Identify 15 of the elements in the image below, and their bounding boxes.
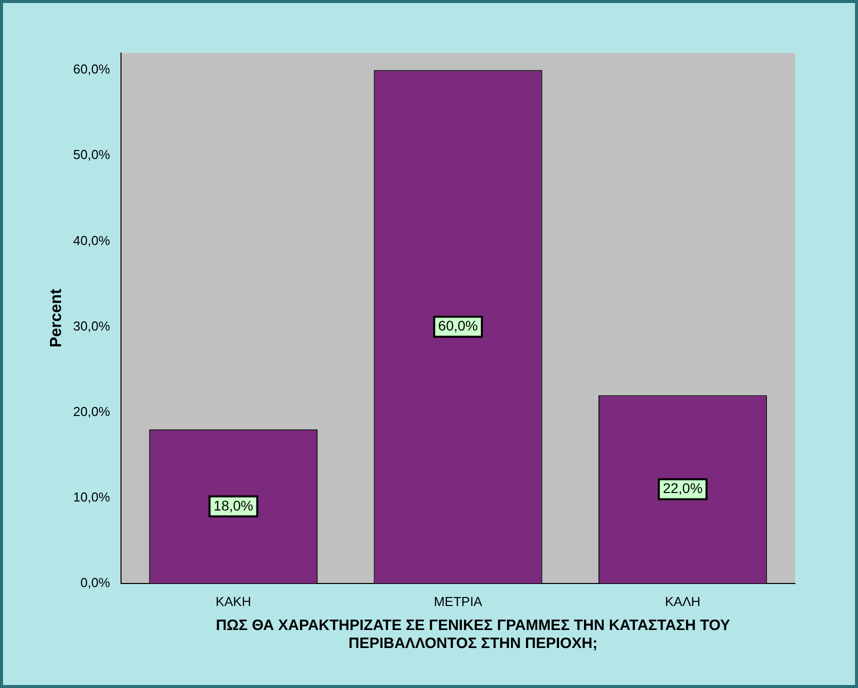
x-tick-label: ΚΑΚΗ (216, 594, 252, 609)
y-tick-label: 40,0% (73, 232, 110, 248)
data-label: 60,0% (438, 318, 478, 334)
y-tick-label: 20,0% (73, 404, 110, 419)
x-tick-label: ΜΕΤΡΙΑ (434, 594, 483, 609)
y-tick-label: 50,0% (73, 147, 110, 162)
y-tick-label: 0,0% (80, 574, 110, 590)
data-label: 18,0% (214, 497, 254, 514)
x-tick-label: ΚΑΛΗ (664, 594, 700, 609)
data-label: 22,0% (662, 480, 703, 496)
x-axis-title: ΠΩΣ ΘΑ ΧΑΡΑΚΤΗΡΙΖΑΤΕ ΣΕ ΓΕΝΙΚΕΣ ΓΡΑΜΜΕΣ ΤΗΝ ΚΑΤΑΣΤΑΣΗ ΤΟΥ ΠΕΡΙΒΑΛΛΟΝΤΟΣ ΣΤΗΝ ΠΕΡΙΟΧΗ; (214, 617, 732, 653)
y-tick-label: 10,0% (73, 489, 110, 504)
y-tick-label: 60,0% (73, 62, 110, 77)
y-axis-title: Percent (48, 288, 66, 348)
y-tick-label: 30,0% (73, 318, 110, 334)
